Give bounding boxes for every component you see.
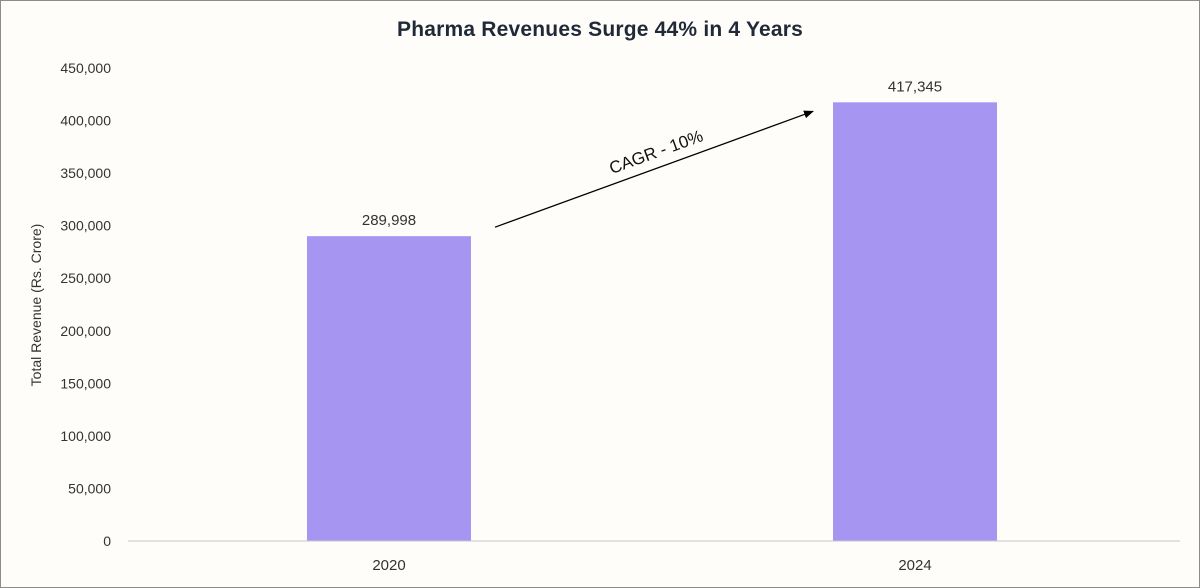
y-tick-label: 100,000 bbox=[60, 428, 111, 444]
y-tick-label: 50,000 bbox=[68, 480, 111, 496]
y-axis-label: Total Revenue (Rs. Crore) bbox=[28, 224, 44, 387]
y-tick-label: 0 bbox=[103, 533, 111, 549]
y-axis-ticks: 0 50,000 100,000 150,000 200,000 250,000 300,0… bbox=[60, 60, 111, 549]
x-tick-label-2020: 2020 bbox=[372, 557, 405, 574]
y-tick-label: 150,000 bbox=[60, 375, 111, 391]
x-tick-label-2024: 2024 bbox=[898, 557, 931, 574]
cagr-annotation: CAGR - 10% bbox=[494, 110, 814, 228]
bars: 289,998 417,345 bbox=[307, 78, 997, 542]
y-tick-label: 200,000 bbox=[60, 323, 111, 339]
chart-title: Pharma Revenues Surge 44% in 4 Years bbox=[396, 18, 804, 41]
bar-2020 bbox=[307, 236, 471, 542]
bar-2024 bbox=[833, 102, 997, 541]
y-tick-label: 300,000 bbox=[60, 218, 111, 234]
data-label-2020: 289,998 bbox=[362, 212, 416, 229]
y-tick-label: 400,000 bbox=[60, 113, 111, 129]
y-tick-label: 250,000 bbox=[60, 270, 111, 286]
x-axis-ticks: 2020 2024 bbox=[372, 557, 931, 574]
y-tick-label: 450,000 bbox=[60, 60, 111, 76]
cagr-label: CAGR - 10% bbox=[607, 126, 706, 177]
data-label-2024: 417,345 bbox=[888, 78, 942, 95]
y-tick-label: 350,000 bbox=[60, 165, 111, 181]
cagr-arrow bbox=[494, 110, 814, 228]
